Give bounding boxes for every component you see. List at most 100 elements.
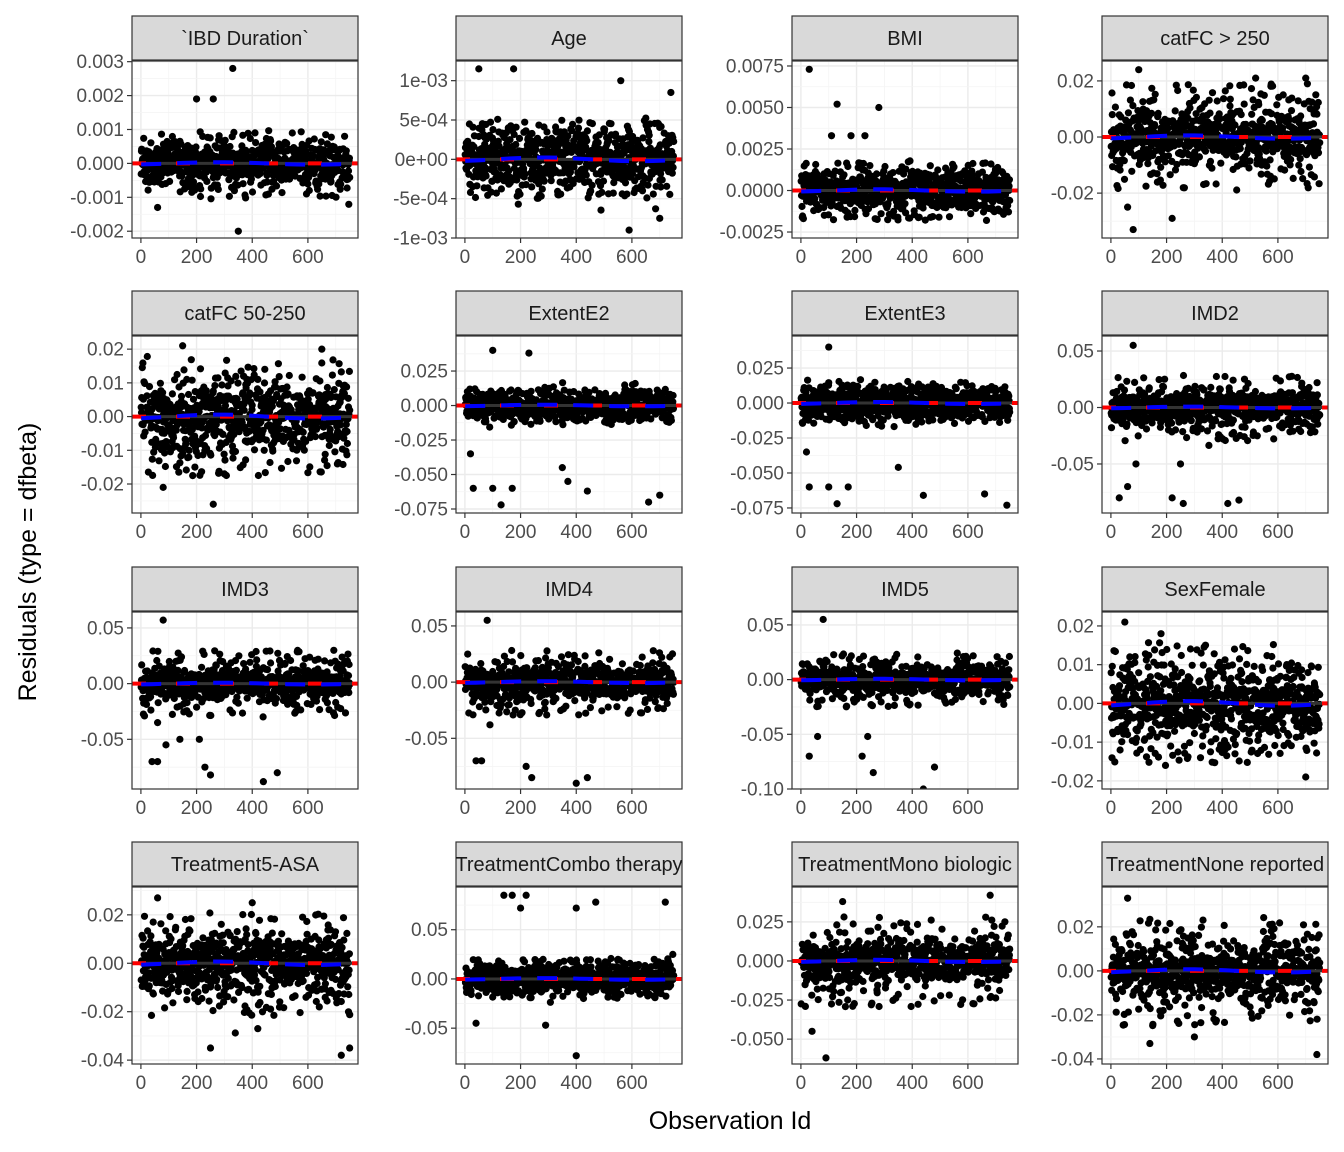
data-point bbox=[810, 419, 818, 427]
data-point bbox=[191, 463, 199, 471]
data-point bbox=[288, 129, 296, 137]
data-point bbox=[856, 173, 865, 181]
data-point bbox=[657, 170, 665, 178]
data-point bbox=[1108, 89, 1116, 97]
data-point bbox=[1221, 87, 1229, 95]
data-point bbox=[278, 189, 286, 197]
outlier-point bbox=[1252, 74, 1260, 82]
data-point bbox=[489, 126, 497, 134]
data-point bbox=[187, 356, 195, 364]
y-tick-label: 0.01 bbox=[87, 373, 124, 394]
data-point bbox=[337, 180, 345, 188]
panel-border bbox=[455, 335, 683, 514]
panels: `IBD Duration`-0.002-0.0010.0000.0010.00… bbox=[70, 15, 1329, 1094]
data-point bbox=[982, 216, 991, 224]
outlier-point bbox=[805, 65, 813, 73]
data-point bbox=[657, 123, 665, 131]
data-point bbox=[594, 139, 602, 147]
data-point bbox=[1296, 155, 1304, 163]
data-point bbox=[1148, 84, 1156, 92]
data-point bbox=[1127, 81, 1136, 90]
data-point bbox=[824, 211, 833, 219]
y-tick-label: -0.002 bbox=[70, 222, 124, 243]
data-point bbox=[1267, 110, 1276, 118]
data-point bbox=[588, 181, 596, 189]
data-point bbox=[345, 154, 353, 162]
data-point bbox=[628, 170, 637, 178]
data-point bbox=[516, 190, 524, 198]
data-point bbox=[260, 379, 269, 387]
data-point bbox=[346, 406, 354, 414]
data-point bbox=[316, 192, 324, 200]
outlier-point bbox=[645, 498, 653, 506]
data-point bbox=[1287, 155, 1295, 164]
outlier-point bbox=[234, 227, 242, 235]
data-point bbox=[798, 202, 806, 211]
data-point bbox=[884, 216, 892, 224]
data-point bbox=[341, 132, 349, 140]
outlier-point bbox=[192, 95, 201, 103]
y-tick-label: -0.01 bbox=[81, 441, 124, 462]
data-point bbox=[844, 162, 852, 171]
y-tick-label: 0.0050 bbox=[726, 98, 784, 119]
y-tick-label: -0.050 bbox=[394, 465, 448, 486]
outlier-point bbox=[489, 346, 497, 354]
data-point bbox=[275, 373, 283, 381]
y-tick-label: -0.001 bbox=[70, 188, 124, 209]
data-point bbox=[902, 165, 910, 173]
data-point bbox=[559, 379, 567, 387]
y-tick-label: 0.0025 bbox=[726, 140, 784, 161]
data-point bbox=[497, 185, 505, 193]
data-point bbox=[510, 130, 518, 139]
data-point bbox=[1240, 100, 1248, 108]
data-point bbox=[1108, 111, 1116, 119]
data-point bbox=[198, 424, 206, 432]
x-tick-label: 200 bbox=[1151, 247, 1183, 268]
data-point bbox=[536, 417, 544, 425]
y-tick-label: 0.02 bbox=[87, 340, 124, 361]
data-point bbox=[1308, 98, 1316, 106]
data-point bbox=[978, 168, 987, 176]
data-point bbox=[521, 118, 529, 126]
outlier-point bbox=[1168, 214, 1176, 222]
data-point bbox=[182, 439, 190, 447]
data-point bbox=[284, 390, 292, 398]
data-point bbox=[297, 128, 305, 136]
data-point bbox=[250, 365, 258, 373]
data-point bbox=[343, 383, 351, 391]
data-point bbox=[1192, 93, 1200, 101]
y-tick-label: 0.000 bbox=[76, 154, 124, 175]
data-point bbox=[284, 457, 292, 466]
data-point bbox=[505, 167, 513, 175]
data-point bbox=[225, 192, 233, 200]
data-point bbox=[643, 194, 651, 202]
outlier-point bbox=[617, 77, 625, 85]
data-point bbox=[802, 159, 810, 167]
data-point bbox=[1231, 121, 1239, 129]
data-point bbox=[139, 359, 147, 367]
data-point bbox=[1208, 164, 1216, 172]
data-point bbox=[587, 187, 595, 195]
data-point bbox=[155, 457, 163, 465]
outlier-point bbox=[154, 203, 162, 212]
data-point bbox=[1195, 153, 1203, 161]
data-point bbox=[1111, 103, 1119, 111]
x-tick-label: 0 bbox=[136, 522, 147, 543]
data-point bbox=[831, 167, 839, 175]
data-point bbox=[1005, 182, 1013, 190]
data-point bbox=[663, 182, 671, 190]
data-point bbox=[326, 425, 334, 433]
panel-content bbox=[456, 336, 682, 513]
data-point bbox=[482, 418, 490, 426]
data-point bbox=[248, 401, 256, 409]
data-point bbox=[987, 160, 995, 168]
data-point bbox=[265, 127, 273, 135]
data-point bbox=[1245, 164, 1253, 172]
data-point bbox=[1142, 182, 1150, 190]
data-point bbox=[229, 454, 237, 462]
data-point bbox=[246, 134, 254, 143]
data-point bbox=[232, 372, 240, 380]
data-point bbox=[1297, 167, 1305, 176]
